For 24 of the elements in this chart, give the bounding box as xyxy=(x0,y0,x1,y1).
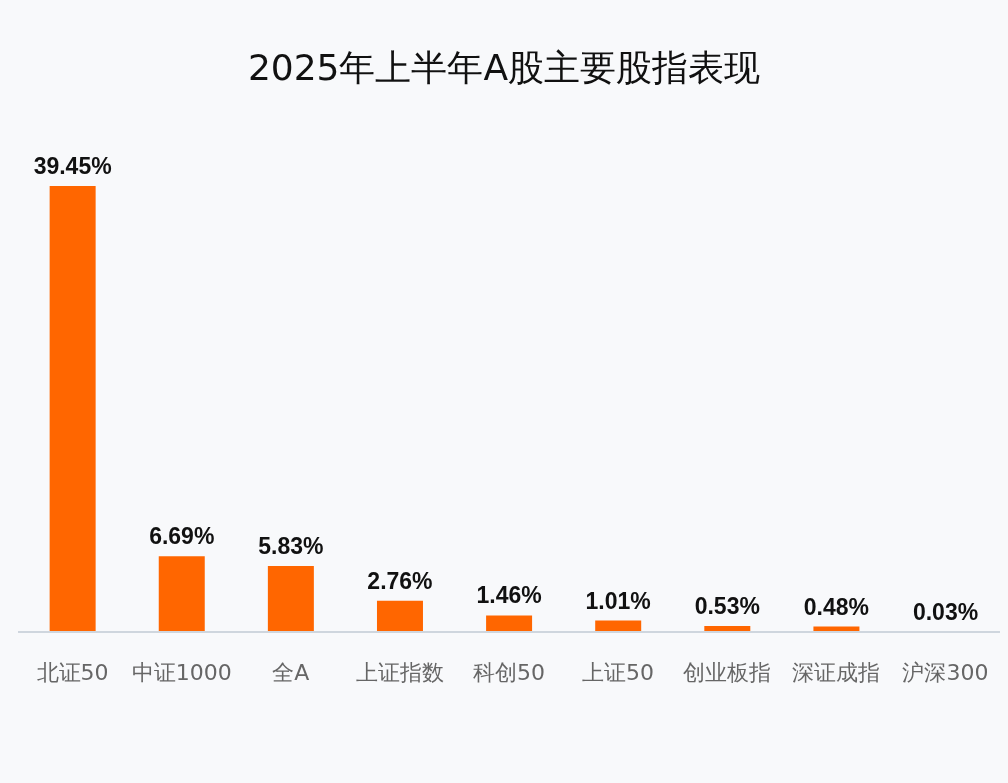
data-label: 39.45% xyxy=(33,153,112,179)
bar xyxy=(49,186,96,632)
x-tick-label: 深证成指 xyxy=(792,659,881,685)
data-label: 5.83% xyxy=(258,533,324,560)
bar xyxy=(158,556,205,632)
chart-title: 2025年上半年A股主要股指表现 xyxy=(246,46,762,90)
x-tick-label: 创业板指 xyxy=(683,659,772,685)
x-tick-label: 上证50 xyxy=(582,659,655,685)
bar xyxy=(267,566,314,632)
data-label: 0.53% xyxy=(694,593,760,620)
bar xyxy=(376,600,423,632)
x-tick-label: 科创50 xyxy=(473,659,545,685)
data-label: 0.48% xyxy=(803,593,870,620)
x-tick-label: 北证50 xyxy=(36,659,109,685)
data-label: 2.76% xyxy=(367,567,433,594)
data-label: 1.01% xyxy=(585,587,651,614)
data-label: 6.69% xyxy=(149,523,215,550)
data-label: 1.46% xyxy=(476,582,542,609)
bar xyxy=(486,615,533,632)
x-tick-label: 中证1000 xyxy=(131,659,232,685)
x-tick-label: 沪深300 xyxy=(902,659,989,685)
x-tick-label: 上证指数 xyxy=(355,659,444,685)
x-tick-label: 全A xyxy=(272,659,310,685)
data-label: 0.03% xyxy=(912,598,979,625)
